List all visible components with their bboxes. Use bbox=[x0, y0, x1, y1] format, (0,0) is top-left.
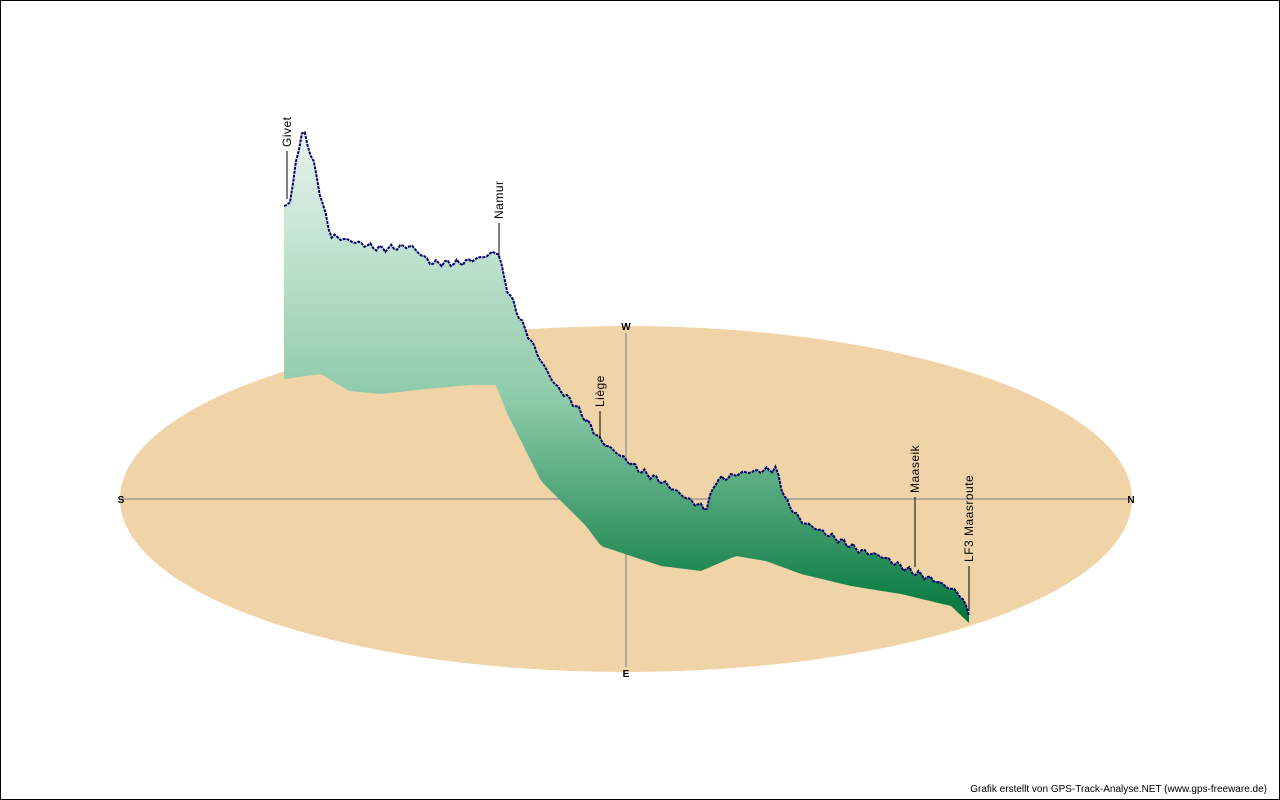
waypoint-markers: Givet Namur Liège Maaseik LF3 Maasroute bbox=[280, 116, 976, 611]
waypoint-label-givet: Givet bbox=[280, 116, 294, 147]
waypoint-label-lf3-maasroute: LF3 Maasroute bbox=[962, 475, 976, 562]
elevation-profile bbox=[283, 130, 970, 624]
compass-south-label: S bbox=[118, 495, 125, 506]
waypoint-label-namur: Namur bbox=[492, 180, 506, 219]
compass-north-label: N bbox=[1127, 495, 1134, 506]
waypoint-label-maaseik: Maaseik bbox=[908, 444, 922, 493]
credit-text: Grafik erstellt von GPS-Track-Analyse.NE… bbox=[970, 784, 1267, 795]
compass-west-label: W bbox=[621, 322, 631, 333]
compass-east-label: E bbox=[623, 669, 630, 680]
elevation-area bbox=[284, 132, 969, 624]
waypoint-label-liege: Liège bbox=[593, 375, 607, 407]
elevation-profile-line bbox=[283, 130, 970, 617]
